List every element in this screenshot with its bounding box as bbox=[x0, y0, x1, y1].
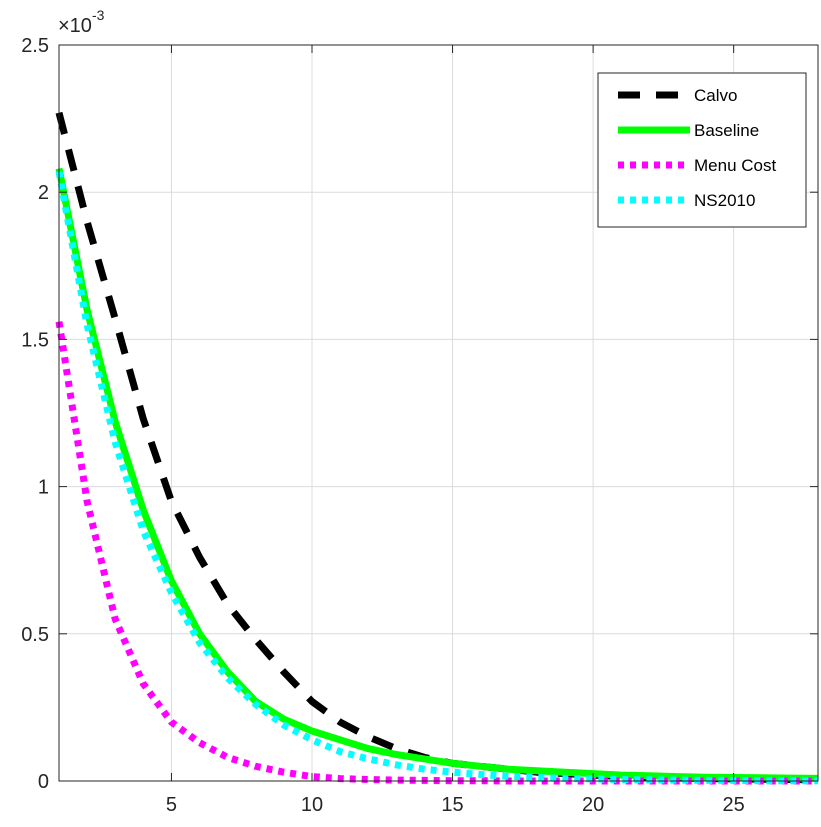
x-tick-label: 5 bbox=[166, 794, 177, 816]
x-tick-label: 10 bbox=[301, 794, 323, 816]
legend-label: Calvo bbox=[694, 86, 737, 105]
legend: Calvo Baseline Menu Cost NS2010 bbox=[597, 72, 807, 228]
y-tick-label: 0.5 bbox=[21, 624, 49, 646]
exponent-base: ×10 bbox=[58, 15, 92, 37]
exponent-label: ×10 -3 bbox=[58, 7, 105, 37]
y-tick-label: 2 bbox=[38, 182, 49, 204]
exponent-power: -3 bbox=[92, 7, 105, 23]
y-tick-label: 1.5 bbox=[21, 329, 49, 351]
legend-label: NS2010 bbox=[694, 191, 755, 210]
series-line-baseline bbox=[55, 167, 819, 782]
legend-label: Menu Cost bbox=[694, 156, 776, 175]
x-tick-label: 15 bbox=[441, 794, 463, 816]
x-tick-label: 20 bbox=[582, 794, 604, 816]
y-tick-label: 1 bbox=[38, 477, 49, 499]
legend-label: Baseline bbox=[694, 121, 759, 140]
grid-lines bbox=[59, 45, 818, 781]
x-tick-label: 25 bbox=[723, 794, 745, 816]
axis-ticks: 5 10 15 20 25 0 0.5 1 1.5 2 2.5 bbox=[21, 35, 818, 816]
y-tick-label: 2.5 bbox=[21, 35, 49, 57]
plot-frame bbox=[58, 44, 819, 782]
y-tick-label: 0 bbox=[38, 771, 49, 793]
